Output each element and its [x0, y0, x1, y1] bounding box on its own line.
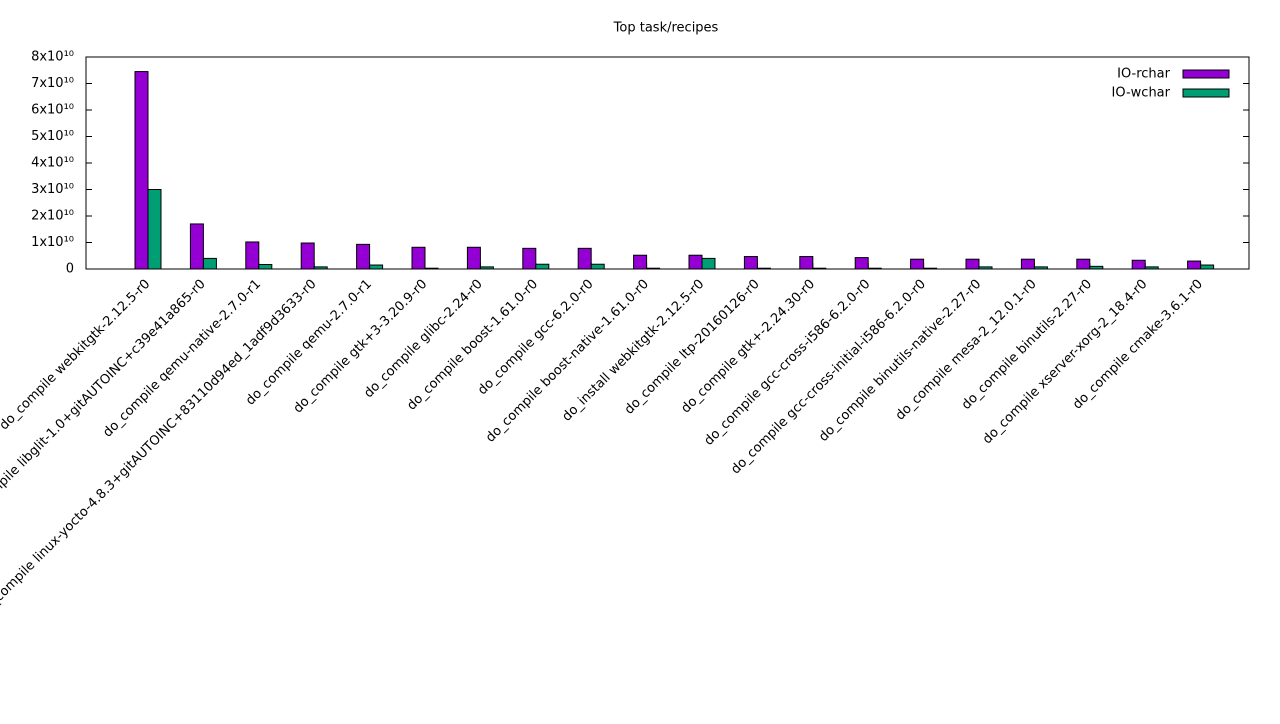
- plot-frame: [85, 56, 1250, 270]
- legend-swatch: [1182, 69, 1230, 79]
- bar: [867, 267, 882, 270]
- bar: [202, 257, 217, 270]
- bar: [147, 189, 162, 270]
- bar: [1020, 258, 1035, 270]
- bar: [701, 257, 716, 270]
- bar: [356, 243, 371, 270]
- bar: [411, 246, 426, 270]
- legend-swatch: [1182, 88, 1230, 98]
- bar: [633, 254, 648, 270]
- bar: [756, 267, 771, 270]
- bar: [189, 223, 204, 270]
- bar: [1200, 264, 1215, 270]
- legend-label: IO-wchar: [1112, 86, 1171, 101]
- y-tick-label: 2x10¹⁰: [31, 209, 74, 224]
- bar: [134, 71, 149, 270]
- bar: [466, 246, 481, 270]
- y-tick-label: 4x10¹⁰: [31, 156, 74, 171]
- legend-label: IO-rchar: [1117, 67, 1171, 82]
- bar: [522, 247, 537, 270]
- y-tick-label: 7x10¹⁰: [31, 76, 74, 91]
- y-tick-label: 0: [66, 262, 74, 277]
- bar: [965, 258, 980, 270]
- bar: [1033, 266, 1048, 270]
- bar: [854, 257, 869, 270]
- bar: [258, 263, 273, 270]
- bar: [535, 263, 550, 270]
- bar: [1187, 260, 1202, 270]
- y-tick-label: 8x10¹⁰: [31, 50, 74, 65]
- bar: [812, 267, 827, 270]
- bar: [646, 267, 661, 270]
- bar: [1076, 258, 1091, 270]
- chart-title: Top task/recipes: [613, 21, 719, 36]
- bar: [1144, 266, 1159, 270]
- bar: [577, 247, 592, 270]
- bar: [799, 256, 814, 270]
- bar: [369, 264, 384, 270]
- bar: [479, 266, 494, 270]
- bar: [743, 256, 758, 270]
- y-tick-label: 6x10¹⁰: [31, 103, 74, 118]
- bar: [910, 258, 925, 270]
- bar: [688, 254, 703, 270]
- x-tick-label: do_compile gcc-6.2.0-r0: [475, 277, 596, 398]
- y-tick-label: 1x10¹⁰: [31, 235, 74, 250]
- bar: [923, 267, 938, 270]
- bar: [978, 266, 993, 270]
- bar: [245, 241, 260, 270]
- x-tick-label: do_compile gcc-cross-initial-i586-6.2.0-…: [728, 277, 929, 478]
- bar: [1089, 265, 1104, 270]
- bar: [300, 242, 315, 270]
- bar: [313, 266, 328, 270]
- y-tick-label: 5x10¹⁰: [31, 129, 74, 144]
- bar: [1131, 259, 1146, 270]
- bar: [590, 263, 605, 270]
- bar: [424, 267, 439, 270]
- y-tick-label: 3x10¹⁰: [31, 182, 74, 197]
